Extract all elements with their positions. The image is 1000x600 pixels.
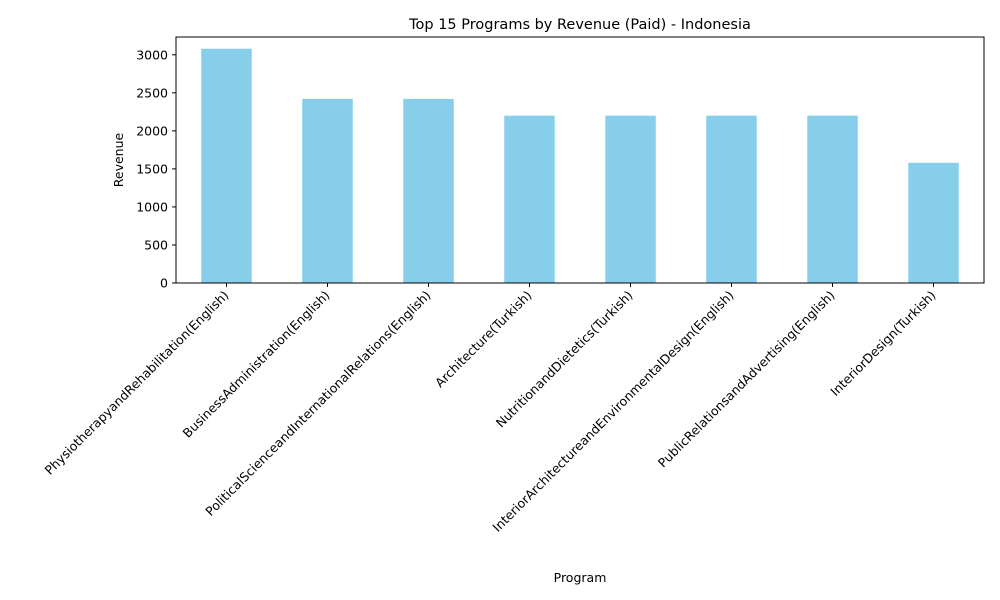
y-tick-label-3: 1500 bbox=[136, 161, 168, 176]
y-tick-label-2: 1000 bbox=[136, 199, 168, 214]
bar-6 bbox=[706, 115, 757, 283]
bar-7 bbox=[807, 115, 858, 283]
y-tick-label-0: 0 bbox=[160, 276, 168, 291]
y-tick-label-4: 2000 bbox=[136, 123, 168, 138]
plot-frame bbox=[175, 36, 985, 284]
bars-group bbox=[201, 48, 959, 283]
bar-2 bbox=[302, 98, 353, 283]
bar-1 bbox=[201, 48, 252, 283]
bar-5 bbox=[605, 115, 656, 283]
x-axis-label: Program bbox=[554, 570, 607, 585]
y-axis: 0 500 1000 1500 2000 2500 3000 bbox=[136, 47, 176, 291]
y-tick-label-6: 3000 bbox=[136, 47, 168, 62]
chart-title: Top 15 Programs by Revenue (Paid) - Indo… bbox=[408, 17, 751, 33]
y-axis-label: Revenue bbox=[111, 132, 126, 187]
bar-8 bbox=[908, 162, 959, 283]
bar-4 bbox=[504, 115, 555, 283]
y-tick-label-5: 2500 bbox=[136, 85, 168, 100]
y-tick-label-1: 500 bbox=[144, 237, 168, 252]
bar-3 bbox=[403, 98, 454, 283]
